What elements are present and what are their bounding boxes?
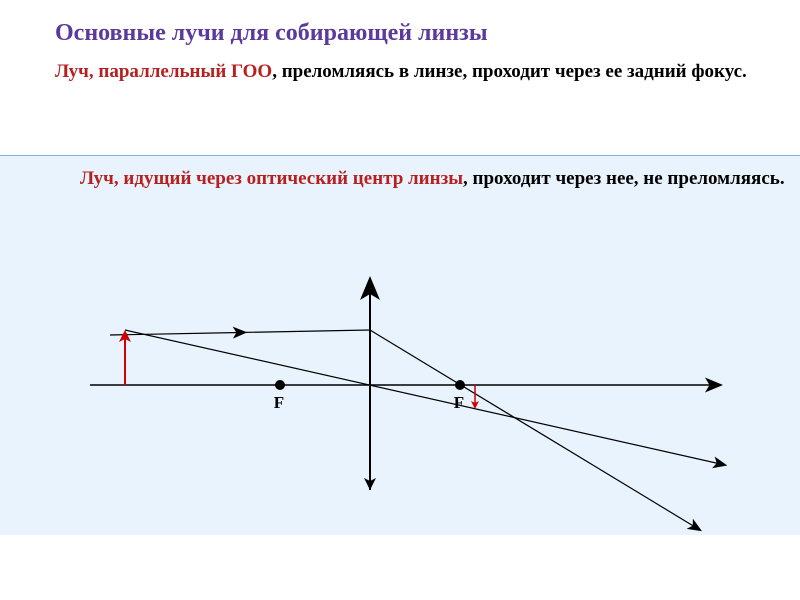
lens-diagram: FF — [0, 155, 800, 535]
rule1-red: Луч, параллельный ГОО — [55, 61, 272, 82]
center-ray — [125, 330, 725, 465]
title-text: Основные лучи для собирающей линзы — [55, 20, 488, 46]
focus-point-0 — [275, 380, 285, 390]
rule1-black: , преломляясь в линзе, проходит через ее… — [272, 61, 747, 82]
focus-label-0: F — [274, 393, 284, 412]
rule1: Луч, параллельный ГОО, преломляясь в лин… — [0, 55, 800, 93]
page-title: Основные лучи для собирающей линзы — [0, 0, 800, 55]
parallel-ray-incoming — [110, 330, 370, 335]
parallel-ray-refracted — [370, 330, 700, 530]
focus-label-1: F — [454, 393, 464, 412]
